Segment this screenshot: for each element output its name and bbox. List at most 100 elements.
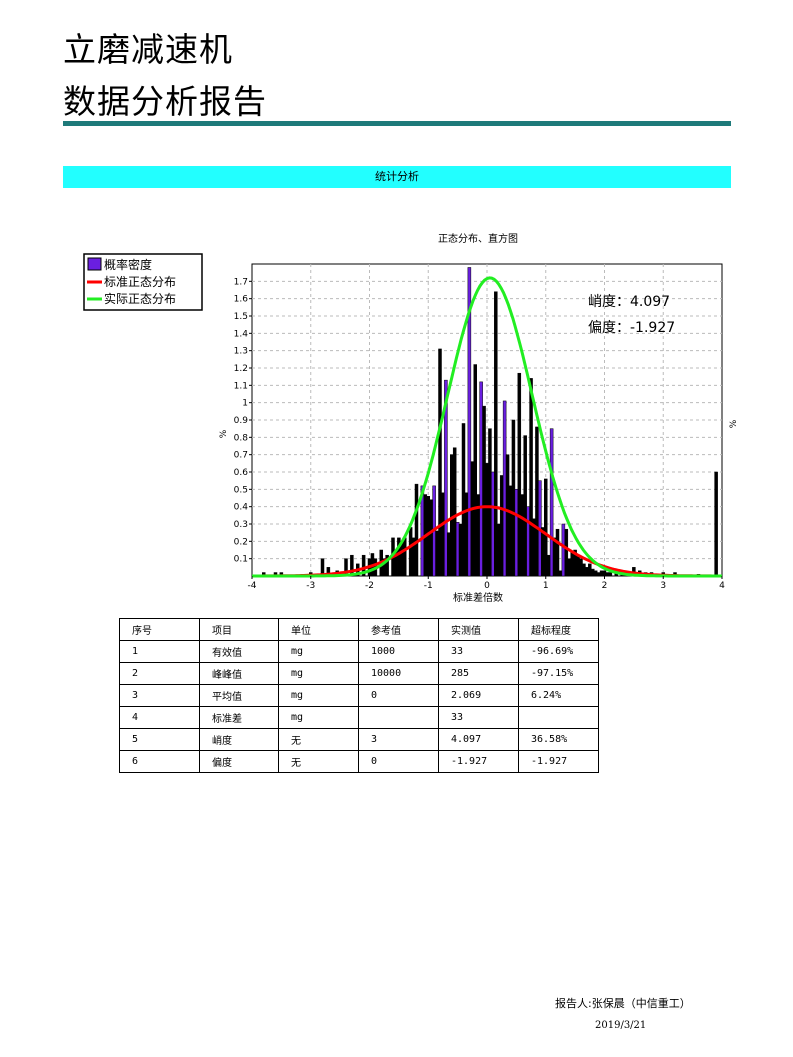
x-tick-label: 1 [543, 581, 549, 591]
distribution-histogram-chart: 正态分布、直方图 -4 -3 -2 -1 0 1 2 3 4 0.10.20.30.40.50.… [83, 232, 739, 604]
y-tick-label: 1.3 [234, 347, 248, 357]
y-tick-label: 0.3 [234, 520, 248, 530]
histogram-bar [567, 558, 571, 577]
legend-box [83, 253, 203, 311]
table-row: 1 有效值 mg 1000 33 -96.69% [119, 640, 599, 663]
histogram-bar [526, 506, 530, 577]
report-title-line-1: 立磨减速机 [63, 30, 233, 69]
histogram-bar [558, 570, 563, 577]
histogram-bar [447, 532, 451, 577]
cell-index: 4 [119, 706, 200, 729]
histogram-bar [435, 530, 439, 577]
y-tick-label: 0.8 [234, 433, 249, 443]
histogram-bar [570, 551, 574, 577]
actual-normal-curve [252, 276, 722, 578]
cell-item: 标准差 [199, 706, 279, 729]
x-tick-label: -4 [248, 581, 257, 591]
x-tick-label: 2 [602, 581, 608, 591]
table-row: 4 标准差 mg 33 [119, 706, 599, 729]
histogram-bar [450, 454, 454, 577]
cell-item: 有效值 [199, 640, 279, 663]
histogram-bar [429, 499, 433, 577]
histogram-bar [593, 570, 598, 577]
histogram-bar [608, 572, 613, 577]
histogram-bar [514, 489, 519, 577]
y-tick-label: 0.5 [234, 485, 248, 495]
cell-reference: 0 [358, 684, 439, 707]
cell-unit: mg [278, 640, 359, 663]
cell-exceed: 6.24% [518, 684, 599, 707]
y-tick-label: 1.5 [234, 312, 248, 322]
histogram-bar [529, 378, 533, 577]
histogram-bar [585, 567, 589, 577]
y-tick-label: 1.6 [234, 295, 249, 305]
cell-unit: 无 [278, 728, 359, 751]
cell-measured: 33 [438, 706, 519, 729]
histogram-bar [549, 428, 554, 577]
histogram-bar [499, 475, 504, 577]
table-row: 5 峭度 无 3 4.097 36.58% [119, 728, 599, 751]
histogram-bar [467, 267, 472, 577]
table-row: 2 峰峰值 mg 10000 285 -97.15% [119, 662, 599, 685]
header-unit: 单位 [278, 618, 359, 641]
cell-index: 1 [119, 640, 200, 663]
cell-measured: 2.069 [438, 684, 519, 707]
table-row: 6 偏度 无 0 -1.927 -1.927 [119, 750, 599, 773]
histogram-bar [505, 454, 510, 577]
histogram-bar [491, 471, 495, 577]
kurtosis-annotation-label: 峭度： [588, 294, 630, 310]
standard-normal-curve [252, 505, 722, 578]
y-tick-label: 1.4 [234, 329, 249, 339]
histogram-bar [508, 485, 513, 577]
cell-measured: 285 [438, 662, 519, 685]
histogram-bar [714, 471, 718, 577]
histogram-bar [596, 572, 601, 577]
histogram-bar [523, 435, 527, 577]
histogram-bar [544, 478, 548, 577]
kurtosis-annotation: 峭度：4.097 [588, 294, 670, 310]
skewness-annotation: 偏度：-1.927 [588, 320, 675, 336]
histogram-bar [461, 423, 466, 577]
x-tick-label: 0 [484, 581, 490, 591]
histogram-bar [438, 348, 442, 577]
y-tick-label: 0.6 [234, 468, 249, 478]
histogram-bar [458, 523, 463, 577]
x-tick-label: -3 [306, 581, 315, 591]
histogram-bar [502, 400, 507, 577]
histogram-bar [579, 558, 583, 577]
y-tick-label: 0.2 [234, 537, 248, 547]
cell-item: 峭度 [199, 728, 279, 751]
histogram-bar [497, 523, 501, 577]
y-axis-label-right: % [729, 419, 739, 428]
histogram-bar [561, 523, 566, 577]
cell-reference: 10000 [358, 662, 439, 685]
cell-unit: 无 [278, 750, 359, 773]
histogram-bar [605, 572, 610, 577]
report-title-line-2: 数据分析报告 [63, 82, 267, 121]
histogram-bar [520, 494, 524, 577]
histogram-bar [541, 527, 545, 577]
title-underline-rule [63, 121, 731, 126]
y-axis-label: % [219, 429, 229, 438]
x-tick-label: 3 [660, 581, 666, 591]
histogram-bar [408, 527, 413, 577]
histogram-bar [441, 492, 445, 577]
histogram-bar [552, 537, 557, 577]
y-tick-label: 1 [242, 399, 248, 409]
cell-index: 5 [119, 728, 200, 751]
section-header-bar: 统计分析 [63, 166, 731, 188]
histogram-bar [414, 483, 419, 577]
histogram-bar [591, 568, 595, 577]
y-tick-label: 1.7 [234, 277, 248, 287]
legend-label-density: 概率密度 [104, 257, 152, 272]
header-exceed: 超标程度 [518, 618, 599, 641]
statistics-table-wrapper: 序号 项目 单位 参考值 实测值 超标程度 1 有效值 mg 1000 33 -… [119, 618, 599, 773]
cell-measured: 4.097 [438, 728, 519, 751]
histogram-bar [464, 492, 469, 577]
histogram-bar [517, 372, 522, 577]
x-axis-tick-labels: -4 -3 -2 -1 0 1 2 3 4 [248, 576, 725, 591]
header-item: 项目 [199, 618, 279, 641]
cell-unit: mg [278, 684, 359, 707]
histogram-bar [599, 570, 604, 577]
histogram-bar [546, 554, 551, 577]
